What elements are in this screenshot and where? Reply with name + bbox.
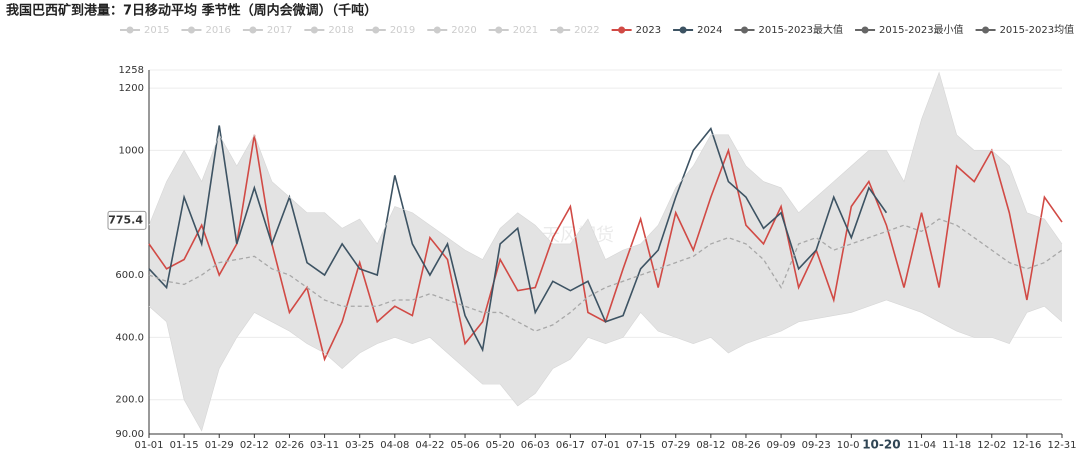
x-tick-label: 02-26	[275, 440, 304, 451]
x-tick-label: 02-12	[240, 440, 269, 451]
legend-label: 2022	[574, 25, 599, 36]
pointer-y-box	[107, 210, 147, 230]
legend-dot	[679, 26, 687, 34]
legend-label: 2015-2023最小值	[879, 23, 964, 36]
legend-label: 2015-2023均值	[1000, 23, 1075, 36]
legend-label: 2024	[697, 25, 722, 36]
legend-dot	[433, 26, 441, 34]
range-edge	[148, 71, 1063, 260]
legend-label: 2015-2023最大值	[759, 23, 844, 36]
y-tick-label: 1258	[119, 65, 144, 76]
x-tick-label: 01-29	[205, 440, 234, 451]
legend-dot	[187, 26, 195, 34]
x-tick-label: 07-15	[626, 440, 655, 451]
y-tick-label: 600.0	[115, 270, 144, 281]
y-tick-label: 200.0	[115, 395, 144, 406]
x-tick-label: 03-11	[310, 440, 339, 451]
legend-dot	[249, 26, 257, 34]
legend-label: 2017	[267, 25, 292, 36]
x-tick-label: 01-15	[170, 440, 199, 451]
x-tick-label: 12-31	[1047, 440, 1076, 451]
pointer-x-box	[859, 436, 904, 452]
y-tick-label: 1200	[119, 83, 144, 94]
x-tick-label: 06-03	[521, 440, 550, 451]
x-tick-label: 03-25	[345, 440, 374, 451]
x-tick-label: 12-02	[977, 440, 1006, 451]
x-tick-label: 05-06	[451, 440, 480, 451]
y-tick-label: 400.0	[115, 332, 144, 343]
pointer-y-label: 775.4	[108, 213, 143, 226]
series-line	[148, 125, 888, 353]
mean-line	[148, 218, 1063, 332]
legend-label: 2019	[390, 25, 415, 36]
chart-title: 我国巴西矿到港量：7日移动平均 季节性（周内会微调）（千吨）	[6, 3, 377, 19]
x-tick-label: 10-07	[837, 440, 866, 451]
x-tick-label: 09-09	[767, 440, 796, 451]
legend-label: 2016	[205, 25, 230, 36]
x-tick-label: 04-22	[415, 440, 444, 451]
x-tick-label: 12-16	[1012, 440, 1041, 451]
legend-dot	[372, 26, 380, 34]
legend-dot	[861, 26, 869, 34]
range-edge	[148, 299, 1063, 432]
x-tick-label: 04-08	[380, 440, 409, 451]
legend-dot	[982, 26, 990, 34]
legend-dot	[126, 26, 134, 34]
legend-label: 2023	[636, 25, 661, 36]
range-band	[149, 72, 1062, 431]
x-tick-label: 09-23	[802, 440, 831, 451]
legend-dot	[495, 26, 503, 34]
legend-dot	[310, 26, 318, 34]
x-tick-label: 01-01	[134, 440, 163, 451]
x-tick-label: 11-04	[907, 440, 936, 451]
x-tick-label: 05-20	[486, 440, 515, 451]
pointer-x-label: 10-20	[862, 438, 900, 452]
legend-label: 2015	[144, 25, 169, 36]
x-tick-label: 07-29	[661, 440, 690, 451]
legend-dot	[741, 26, 749, 34]
x-tick-label: 06-17	[556, 440, 585, 451]
legend-label: 2020	[451, 25, 476, 36]
y-tick-label: 1000	[119, 145, 144, 156]
legend-label: 2021	[513, 25, 538, 36]
x-tick-label: 08-12	[696, 440, 725, 451]
legend-dot	[556, 26, 564, 34]
legend-label: 2018	[328, 25, 353, 36]
x-tick-label: 07-01	[591, 440, 620, 451]
legend-dot	[618, 26, 626, 34]
x-tick-label: 08-26	[731, 440, 760, 451]
y-tick-label: 90.00	[115, 429, 144, 440]
x-tick-label: 11-18	[942, 440, 971, 451]
